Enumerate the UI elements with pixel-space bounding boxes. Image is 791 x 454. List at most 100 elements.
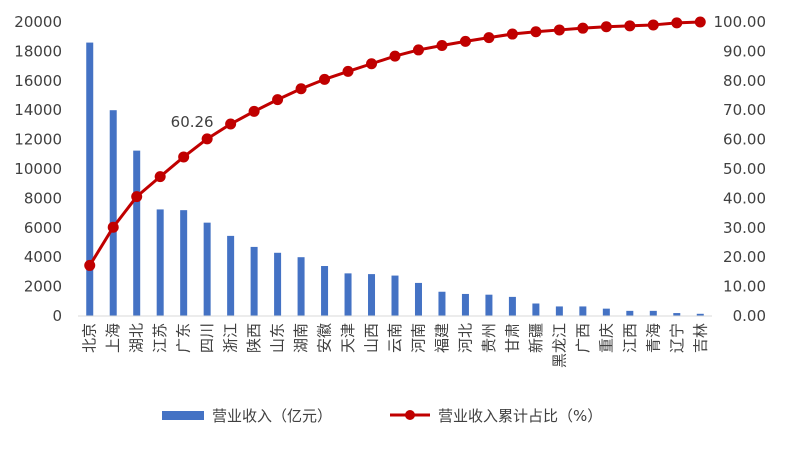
line-point-3 xyxy=(154,171,166,183)
line-point-18 xyxy=(506,28,518,40)
category-label-22: 重庆 xyxy=(597,323,615,353)
line-point-26 xyxy=(694,16,706,28)
left-tick-label: 4000 xyxy=(24,248,62,266)
line-point-10 xyxy=(319,73,331,85)
bar-14 xyxy=(414,282,422,316)
bar-21 xyxy=(579,306,587,316)
category-label-25: 辽宁 xyxy=(668,323,686,353)
right-tick-label: 70.00 xyxy=(723,101,766,119)
line-point-7 xyxy=(248,105,260,117)
line-point-4 xyxy=(178,151,190,163)
category-label-11: 天津 xyxy=(339,323,357,353)
category-label-26: 吉林 xyxy=(691,323,709,353)
legend-line-marker xyxy=(405,410,415,420)
left-tick-label: 10000 xyxy=(14,160,62,178)
right-tick-label: 80.00 xyxy=(723,72,766,90)
line-point-22 xyxy=(600,21,612,33)
category-label-7: 陕西 xyxy=(245,323,263,353)
left-tick-label: 8000 xyxy=(24,189,62,207)
category-label-3: 江苏 xyxy=(151,323,169,353)
bar-0 xyxy=(86,42,94,317)
bar-8 xyxy=(274,252,282,316)
category-labels: 北京 上海 湖北 江苏 广东 四川 浙江 陕西 山东 湖南 安徽 天津 山西 云南 河南 福建 河北 贵州 甘肃 新疆… xyxy=(81,323,710,368)
line-point-12 xyxy=(366,58,378,70)
right-tick-label: 90.00 xyxy=(723,42,766,60)
bar-5 xyxy=(203,222,211,316)
bar-20 xyxy=(555,306,563,316)
line-point-16 xyxy=(459,35,471,47)
line-point-1 xyxy=(107,221,119,233)
left-tick-label: 0 xyxy=(52,307,62,325)
bar-7 xyxy=(250,246,258,316)
bar-10 xyxy=(321,266,329,316)
left-tick-label: 6000 xyxy=(24,219,62,237)
line-point-13 xyxy=(389,50,401,62)
category-label-14: 河南 xyxy=(409,323,427,353)
line-point-14 xyxy=(412,44,424,56)
annotation-group: 60.26 xyxy=(171,113,214,131)
bar-13 xyxy=(391,275,399,316)
category-label-23: 江西 xyxy=(621,323,639,353)
right-tick-label: 40.00 xyxy=(723,189,766,207)
category-label-4: 广东 xyxy=(175,323,193,353)
line-point-21 xyxy=(577,22,589,34)
category-label-24: 青海 xyxy=(644,323,662,353)
right-tick-label: 50.00 xyxy=(723,160,766,178)
legend-bar-swatch xyxy=(162,411,204,420)
right-tick-label: 60.00 xyxy=(723,131,766,149)
line-point-9 xyxy=(295,83,307,95)
category-label-12: 山西 xyxy=(363,323,381,353)
line-point-5 xyxy=(201,133,213,145)
category-label-16: 河北 xyxy=(456,323,474,353)
bar-19 xyxy=(532,303,540,316)
line-point-6 xyxy=(225,118,237,130)
line-point-20 xyxy=(553,24,565,36)
category-label-5: 四川 xyxy=(198,323,216,353)
bar-6 xyxy=(227,235,235,316)
legend-line-label: 营业收入累计占比（%） xyxy=(438,407,602,425)
category-label-13: 云南 xyxy=(386,323,404,353)
category-label-21: 广西 xyxy=(574,323,592,353)
bar-9 xyxy=(297,257,305,316)
right-tick-label: 20.00 xyxy=(723,248,766,266)
line-point-17 xyxy=(483,32,495,44)
category-label-15: 福建 xyxy=(433,323,451,353)
bar-26 xyxy=(696,313,704,316)
bar-series xyxy=(86,42,704,317)
bar-15 xyxy=(438,291,446,316)
right-tick-label: 0.00 xyxy=(733,307,766,325)
bar-18 xyxy=(508,296,516,316)
category-label-18: 甘肃 xyxy=(503,323,521,353)
left-tick-label: 2000 xyxy=(24,278,62,296)
category-label-10: 安徽 xyxy=(316,323,334,353)
left-axis-ticks: 0 2000 4000 6000 8000 10000 12000 14000 16000 180… xyxy=(14,13,62,325)
bar-16 xyxy=(461,293,469,316)
right-tick-label: 10.00 xyxy=(723,278,766,296)
bar-1 xyxy=(109,110,117,316)
category-label-9: 湖南 xyxy=(292,323,310,353)
right-axis-ticks: 0.00 10.00 20.00 30.00 40.00 50.00 60.00 70.00 8… xyxy=(714,13,767,325)
left-tick-label: 20000 xyxy=(14,13,62,31)
line-series xyxy=(84,16,706,271)
left-tick-label: 16000 xyxy=(14,72,62,90)
line-point-24 xyxy=(647,19,659,31)
category-label-1: 上海 xyxy=(104,323,122,353)
line-point-2 xyxy=(131,191,143,203)
line-point-0 xyxy=(84,259,96,271)
right-tick-label: 100.00 xyxy=(714,13,767,31)
bar-3 xyxy=(156,209,164,316)
left-tick-label: 18000 xyxy=(14,42,62,60)
legend: 营业收入（亿元） 营业收入累计占比（%） xyxy=(162,407,602,425)
category-label-17: 贵州 xyxy=(480,323,498,353)
category-label-6: 浙江 xyxy=(222,323,240,353)
line-point-19 xyxy=(530,26,542,38)
right-tick-label: 30.00 xyxy=(723,219,766,237)
line-point-11 xyxy=(342,65,354,77)
bar-17 xyxy=(485,294,493,316)
category-label-8: 山东 xyxy=(269,323,287,353)
line-point-8 xyxy=(272,94,284,106)
left-tick-label: 12000 xyxy=(14,131,62,149)
left-tick-label: 14000 xyxy=(14,101,62,119)
